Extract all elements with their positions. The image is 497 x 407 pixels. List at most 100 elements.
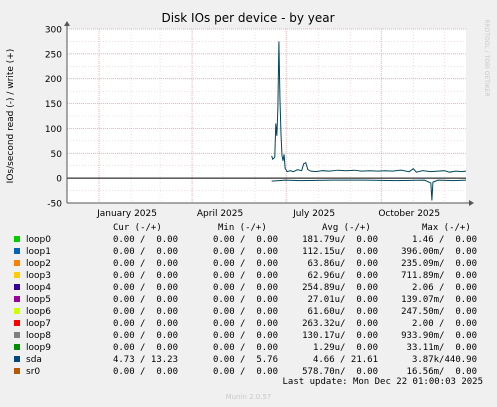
x-tick-label: April 2025 <box>197 209 243 219</box>
legend-cur: 0.00 / 0.00 <box>112 343 178 353</box>
y-tick-label: 50 <box>51 150 63 160</box>
legend-name: loop4 <box>26 283 51 293</box>
legend-row-loop1: loop1 0.00 / 0.00 0.00 / 0.00 112.15u/ 0.00… <box>0 246 497 258</box>
legend-min: 0.00 / 0.00 <box>212 319 278 329</box>
legend-swatch <box>14 296 20 302</box>
legend-min: 0.00 / 0.00 <box>212 283 278 293</box>
munin-version: Munin 2.0.57 <box>225 393 272 401</box>
legend-name: sda <box>26 355 42 365</box>
legend-cur: 4.73 / 13.23 <box>112 355 178 365</box>
legend-avg: 263.32u/ 0.00 <box>302 319 378 329</box>
legend-cur: 0.00 / 0.00 <box>112 271 178 281</box>
legend-cur: 0.00 / 0.00 <box>112 367 178 377</box>
legend-swatch <box>14 272 20 278</box>
legend-min: 0.00 / 0.00 <box>212 343 278 353</box>
legend-name: loop9 <box>26 343 51 353</box>
legend-max: 2.06 / 0.00 <box>411 283 477 293</box>
legend-min: 0.00 / 0.00 <box>212 367 278 377</box>
legend-avg: 27.01u/ 0.00 <box>307 295 378 305</box>
legend-avg: 63.86u/ 0.00 <box>307 259 378 269</box>
y-tick-label: 100 <box>45 125 62 135</box>
last-update: Last update: Mon Dec 22 01:00:03 2025 <box>282 377 483 387</box>
legend-cur: 0.00 / 0.00 <box>112 247 178 257</box>
watermark: RRDTOOL / TOBI OETIKER <box>483 19 490 96</box>
y-tick-label: -50 <box>47 200 62 210</box>
legend-header-avg: Avg (-/+) <box>322 223 371 233</box>
y-tick-label: 200 <box>45 75 62 85</box>
legend-row-loop8: loop8 0.00 / 0.00 0.00 / 0.00 130.17u/ 0.00… <box>0 330 497 342</box>
legend-min: 0.00 / 0.00 <box>212 331 278 341</box>
legend-cur: 0.00 / 0.00 <box>112 259 178 269</box>
legend-header-min: Min (-/+) <box>218 223 267 233</box>
legend-swatch <box>14 332 20 338</box>
legend-cur: 0.00 / 0.00 <box>112 307 178 317</box>
y-axis-label: IOs/second read (-) / write (+) <box>6 49 16 184</box>
x-tick-label: July 2025 <box>292 209 335 219</box>
legend-cur: 0.00 / 0.00 <box>112 331 178 341</box>
legend-min: 0.00 / 0.00 <box>212 235 278 245</box>
legend-name: loop0 <box>26 235 51 245</box>
y-tick-label: 300 <box>45 26 62 36</box>
legend-row-sda: sda 4.73 / 13.23 0.00 / 5.76 4.66 / 21.61 3.… <box>0 354 497 366</box>
legend-min: 0.00 / 5.76 <box>212 355 278 365</box>
legend-name: sr0 <box>26 367 41 377</box>
legend-max: 139.07m/ 0.00 <box>401 295 477 305</box>
legend-swatch <box>14 344 20 350</box>
legend-name: loop6 <box>26 307 51 317</box>
y-axis-arrow <box>64 21 70 26</box>
legend-max: 16.56m/ 0.00 <box>406 367 477 377</box>
legend-min: 0.00 / 0.00 <box>212 307 278 317</box>
legend-swatch <box>14 356 20 362</box>
chart-title: Disk IOs per device - by year <box>161 11 334 25</box>
legend-name: loop2 <box>26 259 51 269</box>
legend-avg: 112.15u/ 0.00 <box>302 247 378 257</box>
legend-swatch <box>14 248 20 254</box>
legend-name: loop3 <box>26 271 51 281</box>
legend-max: 711.89m/ 0.00 <box>401 271 477 281</box>
legend-avg: 130.17u/ 0.00 <box>302 331 378 341</box>
legend-cur: 0.00 / 0.00 <box>112 319 178 329</box>
series-line-sda-read <box>271 179 467 201</box>
legend-min: 0.00 / 0.00 <box>212 271 278 281</box>
legend-max: 1.46 / 0.00 <box>411 235 477 245</box>
legend-avg: 181.79u/ 0.00 <box>302 235 378 245</box>
legend-min: 0.00 / 0.00 <box>212 295 278 305</box>
legend-row-loop6: loop6 0.00 / 0.00 0.00 / 0.00 61.60u/ 0.00 2… <box>0 306 497 318</box>
legend-swatch <box>14 236 20 242</box>
x-axis-arrow <box>469 200 474 206</box>
legend-name: loop8 <box>26 331 51 341</box>
legend-cur: 0.00 / 0.00 <box>112 295 178 305</box>
legend-swatch <box>14 260 20 266</box>
legend-cur: 0.00 / 0.00 <box>112 235 178 245</box>
legend-max: 2.00 / 0.00 <box>411 319 477 329</box>
legend-swatch <box>14 284 20 290</box>
x-tick-label: January 2025 <box>96 209 157 219</box>
legend-max: 3.87k/440.90 <box>411 355 477 365</box>
legend-swatch <box>14 308 20 314</box>
legend-row-loop4: loop4 0.00 / 0.00 0.00 / 0.00 254.89u/ 0.00… <box>0 282 497 294</box>
legend-name: loop5 <box>26 295 51 305</box>
y-tick-label: 250 <box>45 50 62 60</box>
legend-swatch <box>14 320 20 326</box>
legend-row-loop2: loop2 0.00 / 0.00 0.00 / 0.00 63.86u/ 0.00 2… <box>0 258 497 270</box>
legend-max: 933.90m/ 0.00 <box>401 331 477 341</box>
legend-max: 396.00m/ 0.00 <box>401 247 477 257</box>
legend-swatch <box>14 368 20 374</box>
legend-row-loop0: loop0 0.00 / 0.00 0.00 / 0.00 181.79u/ 0.00… <box>0 234 497 246</box>
legend-row-loop7: loop7 0.00 / 0.00 0.00 / 0.00 263.32u/ 0.00… <box>0 318 497 330</box>
legend-avg: 62.96u/ 0.00 <box>307 271 378 281</box>
legend-max: 235.09m/ 0.00 <box>401 259 477 269</box>
legend-avg: 578.70n/ 0.00 <box>302 367 378 377</box>
legend-row-loop9: loop9 0.00 / 0.00 0.00 / 0.00 1.29u/ 0.00 33… <box>0 342 497 354</box>
legend-avg: 61.60u/ 0.00 <box>307 307 378 317</box>
x-tick-label: October 2025 <box>378 209 440 219</box>
legend-header-cur: Cur (-/+) <box>113 223 162 233</box>
y-tick-label: 0 <box>56 175 62 185</box>
legend-max: 247.50m/ 0.00 <box>401 307 477 317</box>
legend-name: loop1 <box>26 247 51 257</box>
legend-header-max: Max (-/+) <box>422 223 471 233</box>
legend-min: 0.00 / 0.00 <box>212 247 278 257</box>
legend-cur: 0.00 / 0.00 <box>112 283 178 293</box>
legend-avg: 4.66 / 21.61 <box>312 355 378 365</box>
